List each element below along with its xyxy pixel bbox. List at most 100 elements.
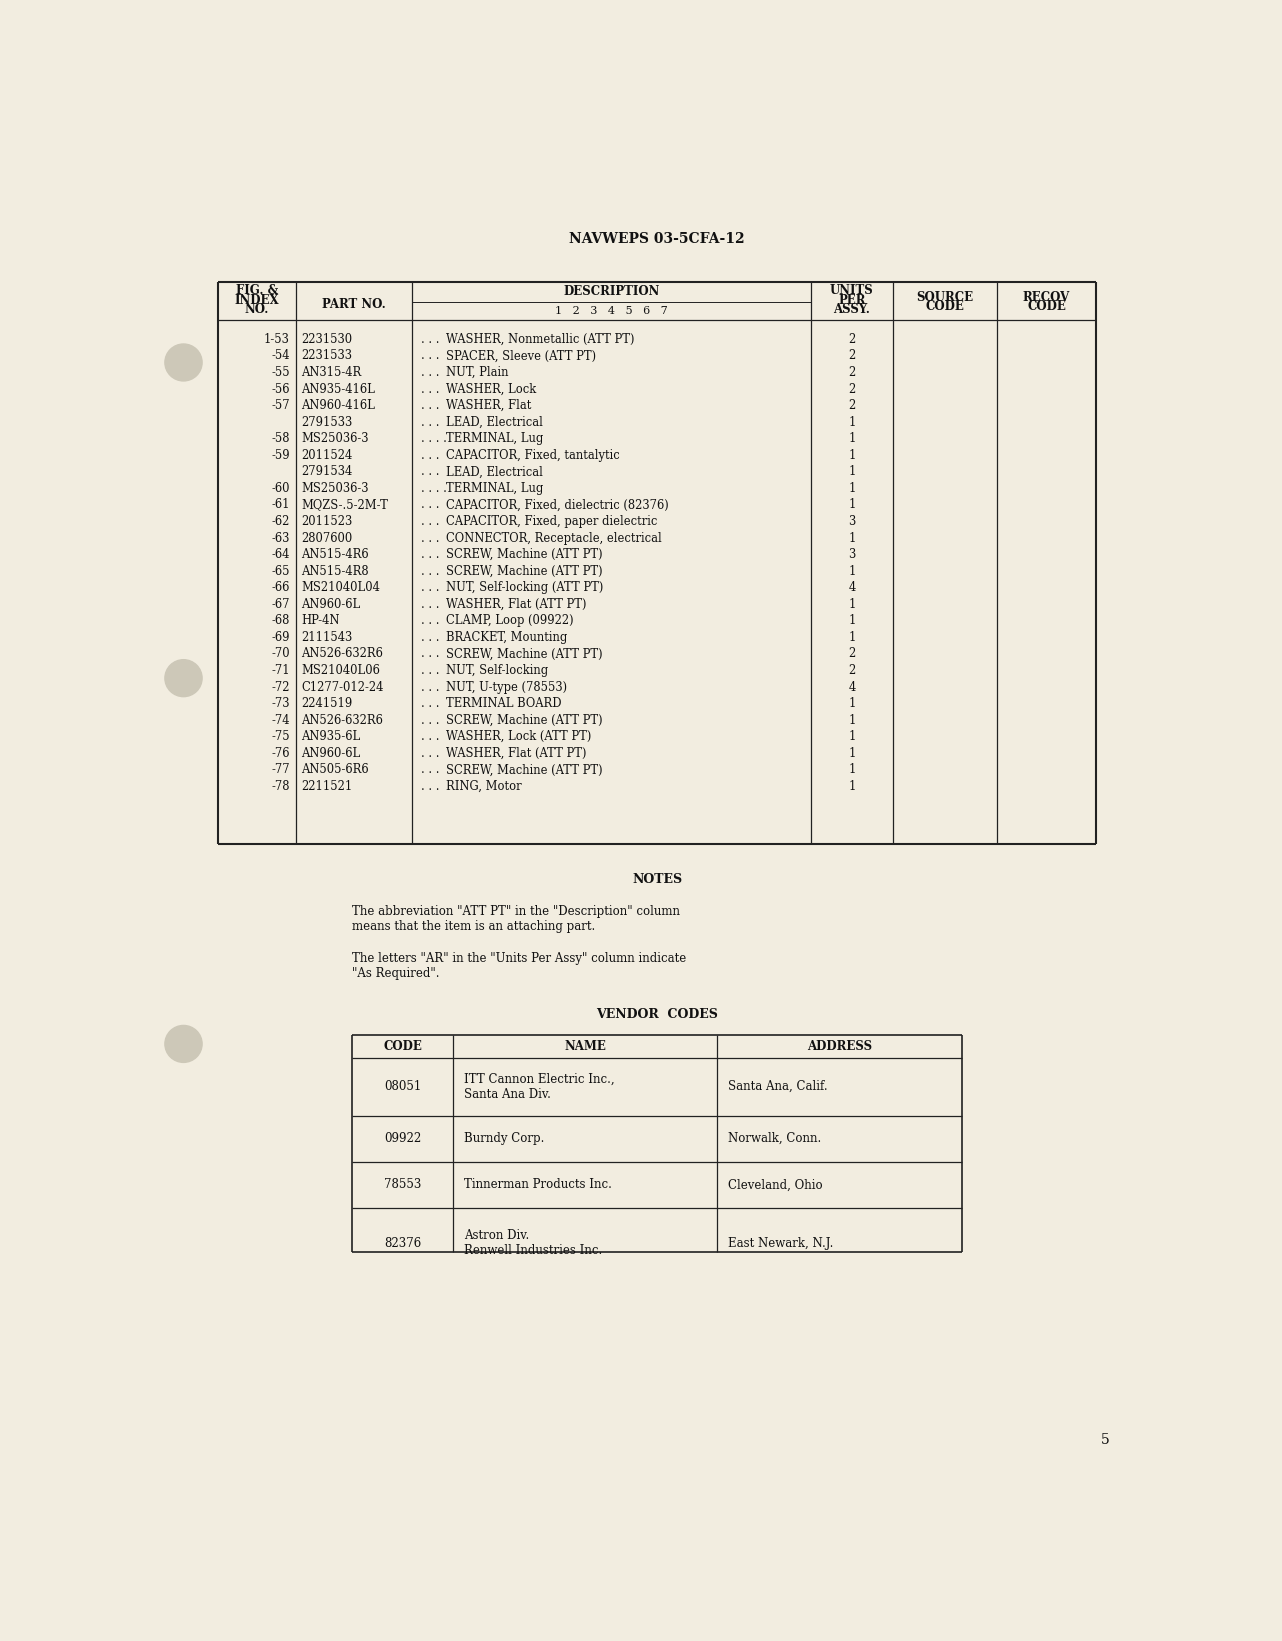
Text: CAPACITOR, Fixed, dielectric (82376): CAPACITOR, Fixed, dielectric (82376) (446, 499, 669, 512)
Text: -70: -70 (271, 648, 290, 660)
Text: 1: 1 (849, 763, 855, 776)
Text: WASHER, Nonmetallic (ATT PT): WASHER, Nonmetallic (ATT PT) (446, 333, 635, 346)
Text: 1: 1 (849, 779, 855, 793)
Text: . . .: . . . (422, 532, 440, 545)
Text: . . .: . . . (422, 466, 440, 478)
Text: NO.: NO. (245, 304, 269, 315)
Text: RECOV: RECOV (1023, 290, 1070, 304)
Text: INDEX: INDEX (235, 294, 279, 307)
Text: WASHER, Lock (ATT PT): WASHER, Lock (ATT PT) (446, 730, 591, 743)
Text: AN526-632R6: AN526-632R6 (301, 714, 383, 727)
Text: . . .: . . . (422, 350, 440, 363)
Text: . . .: . . . (422, 499, 440, 512)
Text: AN505-6R6: AN505-6R6 (301, 763, 369, 776)
Text: -77: -77 (271, 763, 290, 776)
Text: 4: 4 (849, 581, 855, 594)
Text: -59: -59 (271, 448, 290, 461)
Text: HP-4N: HP-4N (301, 614, 340, 627)
Text: TERMINAL, Lug: TERMINAL, Lug (446, 432, 544, 445)
Text: Burndy Corp.: Burndy Corp. (464, 1132, 545, 1145)
Text: . . .: . . . (422, 415, 440, 428)
Text: . . .: . . . (422, 614, 440, 627)
Text: AN515-4R8: AN515-4R8 (301, 565, 369, 578)
Text: 5: 5 (1101, 1434, 1110, 1447)
Text: SCREW, Machine (ATT PT): SCREW, Machine (ATT PT) (446, 714, 603, 727)
Text: AN960-6L: AN960-6L (301, 747, 360, 760)
Text: NUT, U-type (78553): NUT, U-type (78553) (446, 681, 568, 694)
Text: 1   2   3   4   5   6   7: 1 2 3 4 5 6 7 (555, 305, 668, 315)
Text: . . .: . . . (422, 333, 440, 346)
Text: 2011524: 2011524 (301, 448, 353, 461)
Text: AN935-416L: AN935-416L (301, 382, 376, 395)
Text: LEAD, Electrical: LEAD, Electrical (446, 466, 544, 478)
Text: . . . .: . . . . (422, 482, 447, 496)
Text: 1: 1 (849, 532, 855, 545)
Text: ADDRESS: ADDRESS (806, 1040, 872, 1054)
Text: . . .: . . . (422, 597, 440, 610)
Text: 1: 1 (849, 432, 855, 445)
Text: 1: 1 (849, 630, 855, 643)
Text: -65: -65 (272, 565, 290, 578)
Text: . . .: . . . (422, 548, 440, 561)
Text: . . .: . . . (422, 581, 440, 594)
Text: 1: 1 (849, 565, 855, 578)
Text: CODE: CODE (383, 1040, 422, 1054)
Text: 2231530: 2231530 (301, 333, 353, 346)
Text: . . . .: . . . . (422, 432, 447, 445)
Text: AN315-4R: AN315-4R (301, 366, 362, 379)
Circle shape (165, 1026, 203, 1062)
Text: ITT Cannon Electric Inc.,
Santa Ana Div.: ITT Cannon Electric Inc., Santa Ana Div. (464, 1073, 614, 1101)
Text: 09922: 09922 (385, 1132, 422, 1145)
Text: -72: -72 (272, 681, 290, 694)
Text: . . .: . . . (422, 763, 440, 776)
Text: 08051: 08051 (385, 1080, 422, 1093)
Text: -73: -73 (272, 697, 290, 711)
Text: . . .: . . . (422, 648, 440, 660)
Text: 1: 1 (849, 482, 855, 496)
Text: MS21040L04: MS21040L04 (301, 581, 381, 594)
Text: WASHER, Flat (ATT PT): WASHER, Flat (ATT PT) (446, 597, 587, 610)
Text: -76: -76 (272, 747, 290, 760)
Text: 1: 1 (849, 697, 855, 711)
Text: . . .: . . . (422, 448, 440, 461)
Text: 1: 1 (849, 730, 855, 743)
Text: 2011523: 2011523 (301, 515, 353, 528)
Text: SPACER, Sleeve (ATT PT): SPACER, Sleeve (ATT PT) (446, 350, 596, 363)
Text: 2: 2 (849, 665, 855, 678)
Text: . . .: . . . (422, 730, 440, 743)
Text: TERMINAL, Lug: TERMINAL, Lug (446, 482, 544, 496)
Text: 2807600: 2807600 (301, 532, 353, 545)
Text: 2: 2 (849, 333, 855, 346)
Text: 82376: 82376 (385, 1237, 422, 1250)
Text: MS21040L06: MS21040L06 (301, 665, 381, 678)
Text: East Newark, N.J.: East Newark, N.J. (728, 1237, 833, 1250)
Text: NUT, Self-locking (ATT PT): NUT, Self-locking (ATT PT) (446, 581, 604, 594)
Circle shape (165, 660, 203, 697)
Text: . . .: . . . (422, 665, 440, 678)
Text: 1-53: 1-53 (264, 333, 290, 346)
Text: WASHER, Flat: WASHER, Flat (446, 399, 532, 412)
Text: WASHER, Flat (ATT PT): WASHER, Flat (ATT PT) (446, 747, 587, 760)
Text: CONNECTOR, Receptacle, electrical: CONNECTOR, Receptacle, electrical (446, 532, 662, 545)
Text: -57: -57 (271, 399, 290, 412)
Text: LEAD, Electrical: LEAD, Electrical (446, 415, 544, 428)
Text: SCREW, Machine (ATT PT): SCREW, Machine (ATT PT) (446, 565, 603, 578)
Text: -60: -60 (272, 482, 290, 496)
Text: -66: -66 (272, 581, 290, 594)
Text: -58: -58 (272, 432, 290, 445)
Text: . . .: . . . (422, 382, 440, 395)
Text: 2: 2 (849, 399, 855, 412)
Text: . . .: . . . (422, 747, 440, 760)
Text: Norwalk, Conn.: Norwalk, Conn. (728, 1132, 820, 1145)
Text: Santa Ana, Calif.: Santa Ana, Calif. (728, 1080, 827, 1093)
Text: AN960-6L: AN960-6L (301, 597, 360, 610)
Text: 1: 1 (849, 597, 855, 610)
Text: NAME: NAME (564, 1040, 606, 1054)
Text: . . .: . . . (422, 565, 440, 578)
Text: -55: -55 (271, 366, 290, 379)
Text: 2: 2 (849, 382, 855, 395)
Text: -54: -54 (272, 350, 290, 363)
Text: . . .: . . . (422, 714, 440, 727)
Text: NOTES: NOTES (632, 873, 682, 886)
Text: -78: -78 (272, 779, 290, 793)
